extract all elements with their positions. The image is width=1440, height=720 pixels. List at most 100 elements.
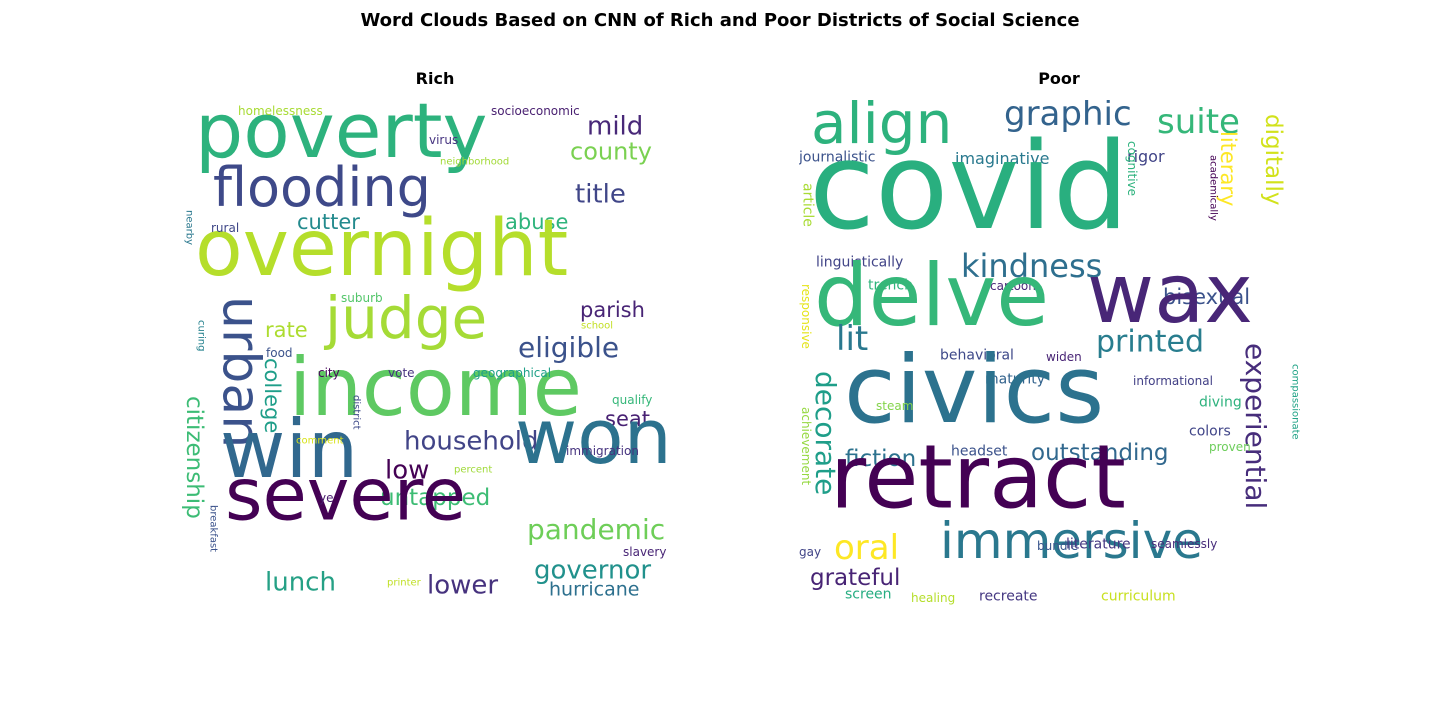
word-rich-won: won bbox=[515, 392, 672, 481]
word-poor-grateful: grateful bbox=[810, 565, 900, 591]
word-rich-abuse: abuse bbox=[505, 210, 568, 234]
word-rich-governor: governor bbox=[534, 555, 651, 585]
word-rich-qualify: qualify bbox=[612, 393, 652, 407]
word-rich-breakfast: breakfast bbox=[208, 505, 219, 552]
word-poor-linguistically: linguistically bbox=[816, 255, 903, 271]
word-rich-win: win bbox=[220, 403, 358, 496]
word-rich-socioeconomic: socioeconomic bbox=[491, 104, 580, 118]
word-rich-curing: curing bbox=[196, 320, 207, 351]
word-poor-wax: wax bbox=[1087, 247, 1253, 342]
panel-title-poor: Poor bbox=[1038, 69, 1080, 88]
word-cloud-rich: poverty flooding mild county title cutter abus… bbox=[175, 100, 695, 620]
panel-title-rich: Rich bbox=[415, 69, 455, 88]
word-rich-title: title bbox=[575, 179, 626, 209]
word-rich-low: low bbox=[385, 455, 429, 485]
word-rich-lower: lower bbox=[427, 570, 498, 600]
word-rich-cutter: cutter bbox=[297, 210, 360, 234]
word-rich-mild: mild bbox=[587, 111, 643, 141]
word-poor-trench: trench bbox=[868, 278, 913, 294]
word-poor-covid: covid bbox=[809, 118, 1129, 257]
word-rich-severe: severe bbox=[225, 453, 466, 537]
word-poor-bundle: bundle bbox=[1037, 539, 1078, 553]
word-rich-county: county bbox=[570, 138, 652, 166]
word-rich-income: income bbox=[289, 341, 582, 434]
word-rich-vote: vote bbox=[388, 366, 415, 380]
word-poor-curriculum: curriculum bbox=[1101, 589, 1176, 605]
word-rich-suburb: suburb bbox=[341, 291, 383, 305]
word-poor-steam: steam bbox=[876, 399, 913, 413]
word-poor-diving: diving bbox=[1199, 395, 1242, 411]
word-rich-seat: seat bbox=[605, 407, 650, 431]
word-rich-eligible: eligible bbox=[518, 331, 619, 364]
word-poor-article: article bbox=[799, 183, 815, 227]
word-rich-poverty: poverty bbox=[195, 100, 488, 175]
word-rich-virus: virus bbox=[429, 133, 458, 147]
word-poor-informational: informational bbox=[1133, 374, 1213, 388]
word-poor-headset: headset bbox=[951, 444, 1008, 460]
word-poor-proven: proven bbox=[1209, 440, 1251, 454]
word-rich-geographical: geographical bbox=[473, 366, 551, 380]
word-rich-city: city bbox=[318, 366, 340, 380]
word-poor-outstanding: outstanding bbox=[1031, 440, 1169, 466]
word-poor-healing: healing bbox=[911, 591, 955, 605]
word-rich-rate: rate bbox=[265, 318, 308, 342]
word-poor-kindness: kindness bbox=[961, 247, 1102, 285]
word-rich-judge: judge bbox=[323, 284, 487, 352]
word-poor-responsive: responsive bbox=[799, 284, 813, 349]
figure-title: Word Clouds Based on CNN of Rich and Poo… bbox=[360, 10, 1080, 31]
word-poor-literary: literary bbox=[1216, 131, 1240, 206]
word-poor-compassionate: compassionate bbox=[1290, 364, 1301, 440]
word-poor-oral: oral bbox=[834, 528, 899, 568]
word-rich-untapped: untapped bbox=[380, 485, 490, 511]
word-rich-college: college bbox=[260, 358, 284, 433]
word-poor-fiction: fiction bbox=[845, 446, 916, 472]
word-rich-slavery: slavery bbox=[623, 545, 666, 559]
word-poor-immersive: immersive bbox=[940, 512, 1203, 570]
word-rich-hurricane: hurricane bbox=[549, 579, 639, 601]
word-poor-digitally: digitally bbox=[1260, 114, 1286, 205]
word-rich-flooding: flooding bbox=[213, 156, 431, 219]
word-poor-experiential: experiential bbox=[1239, 343, 1272, 509]
word-rich-food: food bbox=[266, 346, 293, 360]
word-rich-household: household bbox=[404, 426, 539, 456]
word-rich-overnight: overnight bbox=[195, 204, 568, 294]
word-rich-school: school bbox=[581, 320, 613, 331]
word-poor-bisexual: bisexual bbox=[1163, 285, 1250, 309]
word-rich-ye: ye bbox=[319, 491, 333, 505]
word-rich-lunch: lunch bbox=[265, 567, 336, 597]
word-poor-journalistic: journalistic bbox=[799, 150, 875, 166]
word-rich-percent: percent bbox=[454, 464, 492, 475]
word-rich-district: district bbox=[351, 395, 362, 430]
word-poor-behavioral: behavioral bbox=[940, 348, 1014, 364]
word-rich-immigration: immigration bbox=[566, 444, 639, 458]
word-poor-imaginative: imaginative bbox=[955, 149, 1049, 168]
word-poor-seamlessly: seamlessly bbox=[1151, 537, 1217, 551]
word-poor-maturity: maturity bbox=[985, 372, 1045, 388]
word-poor-suite: suite bbox=[1157, 102, 1240, 142]
word-poor-cartoon: cartoon bbox=[990, 279, 1036, 293]
word-poor-graphic: graphic bbox=[1004, 100, 1132, 134]
word-poor-align: align bbox=[811, 100, 952, 157]
word-poor-widen: widen bbox=[1046, 350, 1082, 364]
word-poor-printed: printed bbox=[1096, 325, 1204, 360]
word-rich-rural: rural bbox=[211, 221, 239, 235]
word-poor-recreate: recreate bbox=[979, 589, 1038, 605]
word-poor-rigor: rigor bbox=[1127, 147, 1165, 166]
word-rich-nearby: nearby bbox=[184, 210, 195, 245]
word-rich-pandemic: pandemic bbox=[527, 513, 665, 546]
word-poor-cognitive: cognitive bbox=[1125, 141, 1139, 196]
word-rich-parish: parish bbox=[580, 298, 645, 322]
word-poor-colors: colors bbox=[1189, 424, 1231, 440]
word-rich-citizenship: citizenship bbox=[181, 396, 207, 519]
word-poor-gay: gay bbox=[799, 545, 821, 559]
word-poor-civics: civics bbox=[844, 336, 1104, 445]
word-rich-urban: urban bbox=[210, 296, 270, 448]
word-poor-retract: retract bbox=[830, 426, 1126, 529]
word-poor-literature: literature bbox=[1066, 537, 1131, 553]
word-rich-printer: printer bbox=[387, 577, 422, 588]
word-poor-decorate: decorate bbox=[809, 371, 842, 495]
word-poor-lit: lit bbox=[836, 319, 868, 359]
word-rich-neighborhood: neighborhood bbox=[440, 156, 509, 167]
